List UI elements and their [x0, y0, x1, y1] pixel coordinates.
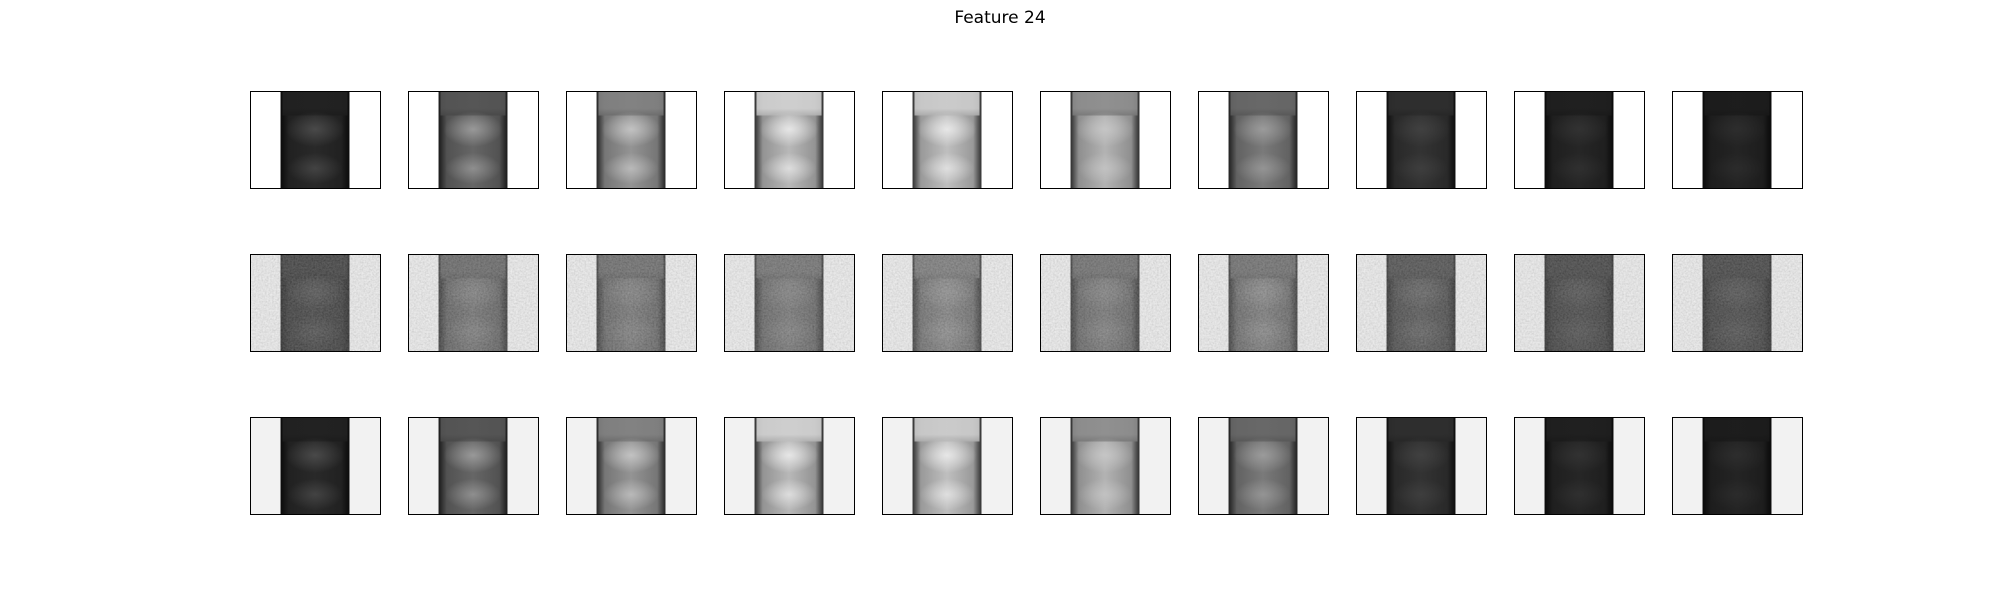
image-panel: [1198, 91, 1329, 189]
feature-image: [1199, 418, 1328, 514]
feature-image: [883, 92, 1012, 188]
image-panel: [1040, 91, 1171, 189]
image-panel: [1514, 254, 1645, 352]
feature-image: [409, 255, 538, 351]
image-panel: [1356, 417, 1487, 515]
feature-image: [1199, 255, 1328, 351]
feature-image: [1515, 92, 1644, 188]
feature-image: [251, 92, 380, 188]
figure-title: Feature 24: [954, 8, 1046, 28]
feature-image: [1041, 92, 1170, 188]
image-panel: [1672, 254, 1803, 352]
feature-image: [1357, 418, 1486, 514]
feature-image: [1199, 92, 1328, 188]
feature-image: [409, 418, 538, 514]
feature-image: [1357, 255, 1486, 351]
feature-image: [1673, 418, 1802, 514]
image-panel: [566, 254, 697, 352]
feature-image: [1515, 255, 1644, 351]
image-panel: [250, 91, 381, 189]
image-panel: [724, 91, 855, 189]
image-panel: [1672, 417, 1803, 515]
image-panel: [882, 254, 1013, 352]
feature-image: [1673, 92, 1802, 188]
feature-image: [1041, 418, 1170, 514]
image-panel: [1514, 91, 1645, 189]
image-panel: [566, 91, 697, 189]
image-panel: [1514, 417, 1645, 515]
feature-image: [883, 418, 1012, 514]
feature-image: [409, 92, 538, 188]
image-panel: [408, 417, 539, 515]
image-panel: [724, 254, 855, 352]
feature-image: [251, 418, 380, 514]
image-panel: [250, 254, 381, 352]
feature-image: [725, 418, 854, 514]
feature-image: [567, 418, 696, 514]
feature-image: [1041, 255, 1170, 351]
image-panel: [1040, 417, 1171, 515]
image-panel: [724, 417, 855, 515]
feature-image: [1515, 418, 1644, 514]
image-panel: [1198, 417, 1329, 515]
image-panel: [882, 417, 1013, 515]
feature-image: [251, 255, 380, 351]
image-panel: [882, 91, 1013, 189]
image-panel: [1198, 254, 1329, 352]
feature-image: [725, 92, 854, 188]
image-panel: [250, 417, 381, 515]
feature-image: [1673, 255, 1802, 351]
feature-image: [725, 255, 854, 351]
feature-image: [883, 255, 1012, 351]
image-panel: [1356, 91, 1487, 189]
image-panel: [1040, 254, 1171, 352]
feature-image: [567, 255, 696, 351]
image-panel: [408, 254, 539, 352]
image-panel: [408, 91, 539, 189]
image-panel: [1356, 254, 1487, 352]
image-panel: [566, 417, 697, 515]
image-panel: [1672, 91, 1803, 189]
feature-image: [567, 92, 696, 188]
feature-image: [1357, 92, 1486, 188]
